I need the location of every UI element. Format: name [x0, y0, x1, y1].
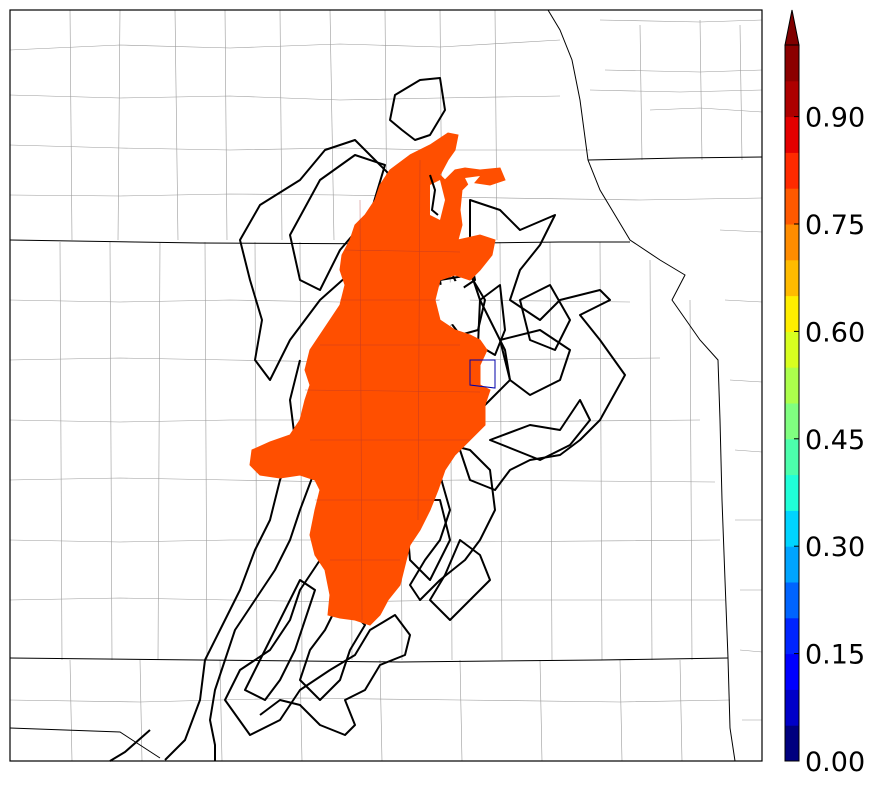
colorbar-outline [784, 44, 800, 762]
colorbar-tick-label: 0.75 [805, 210, 865, 241]
colorbar-segment [785, 474, 799, 511]
fill-gap-2 [465, 176, 480, 188]
colorbar-segment [785, 295, 799, 332]
colorbar: 0.00 0.15 0.30 0.45 0.60 0.75 0.90 [784, 9, 865, 778]
ia-mo-border [587, 156, 763, 161]
colorbar-segment [785, 116, 799, 153]
colorbar-segment [785, 331, 799, 368]
colorbar-segment [785, 403, 799, 440]
colorbar-tick-label: 0.90 [805, 103, 865, 134]
colorbar-segment [785, 689, 799, 726]
colorbar-segment [785, 653, 799, 690]
colorbar-tick-label: 0.45 [805, 425, 865, 456]
colorbar-segment [785, 259, 799, 297]
colorbar-extend-arrow [784, 9, 800, 46]
colorbar-tick-label: 0.15 [805, 640, 865, 671]
colorbar-segment [785, 582, 799, 619]
colorbar-segment [785, 725, 799, 762]
colorbar-segment [785, 45, 799, 82]
fill-gap [438, 280, 470, 325]
county-lines [9, 9, 763, 762]
colorbar-segment [785, 80, 799, 118]
county-lines-over-fill [304, 159, 481, 621]
colorbar-segment [785, 617, 799, 655]
colorbar-segment [785, 188, 799, 225]
colorbar-segment [785, 224, 799, 261]
fill-gap-3 [430, 180, 445, 220]
colorbar-segment [785, 546, 799, 583]
contours-over-fill [429, 174, 496, 389]
colorbar-tick-label: 0.30 [805, 532, 865, 563]
colorbar-segment [785, 367, 799, 404]
colorbar-segment [785, 438, 799, 476]
colorbar-segment [785, 510, 799, 547]
colorbar-tick-label: 0.60 [805, 317, 865, 348]
map-frame [9, 9, 763, 762]
colorbar-segment [785, 152, 799, 189]
map-panel [9, 9, 763, 762]
ok-tx-border [9, 727, 161, 759]
colorbar-tick-label: 0.00 [805, 747, 865, 778]
eastern-border [547, 9, 736, 762]
ks-ok-border [9, 657, 729, 663]
